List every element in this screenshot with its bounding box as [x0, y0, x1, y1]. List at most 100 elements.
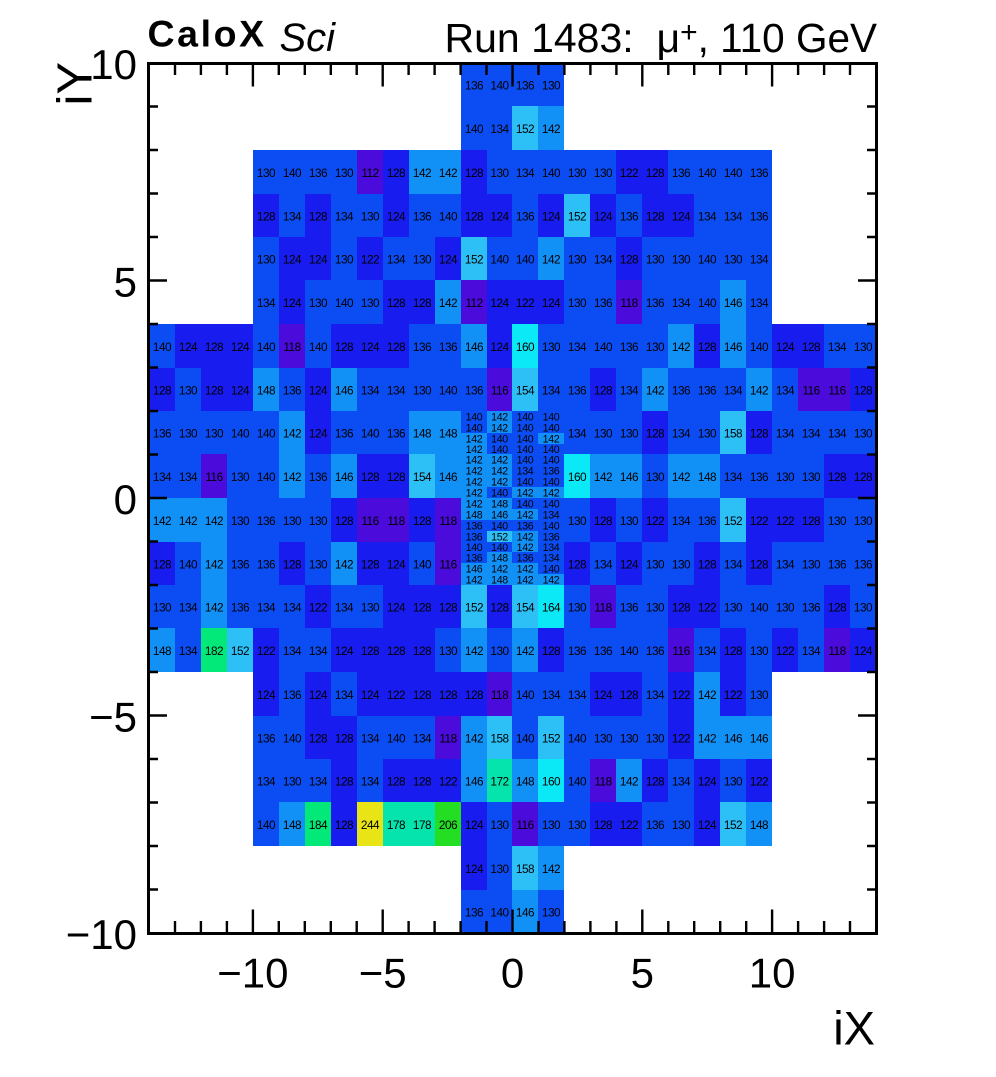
svg-text:130: 130	[594, 166, 613, 180]
svg-text:128: 128	[439, 688, 458, 702]
svg-text:142: 142	[465, 644, 483, 658]
svg-text:140: 140	[490, 252, 509, 266]
svg-text:142: 142	[466, 499, 483, 511]
svg-text:122: 122	[387, 688, 405, 702]
svg-text:134: 134	[516, 166, 535, 180]
svg-text:142: 142	[516, 644, 534, 658]
svg-text:134: 134	[594, 557, 613, 571]
svg-text:124: 124	[465, 862, 484, 876]
svg-text:134: 134	[568, 340, 587, 354]
svg-text:130: 130	[750, 688, 769, 702]
svg-text:130: 130	[854, 340, 873, 354]
svg-text:128: 128	[387, 166, 406, 180]
svg-text:142: 142	[466, 444, 483, 456]
svg-text:140: 140	[283, 166, 302, 180]
svg-text:148: 148	[413, 426, 432, 440]
svg-text:122: 122	[516, 296, 534, 310]
svg-text:140: 140	[750, 340, 769, 354]
svg-text:118: 118	[491, 688, 509, 702]
svg-text:142: 142	[335, 557, 353, 571]
svg-text:130: 130	[490, 862, 509, 876]
svg-text:134: 134	[257, 296, 276, 310]
svg-text:124: 124	[387, 600, 406, 614]
svg-text:134: 134	[568, 426, 587, 440]
svg-text:148: 148	[491, 553, 508, 565]
svg-text:140: 140	[517, 477, 534, 489]
svg-text:136: 136	[517, 553, 534, 565]
svg-text:10: 10	[90, 41, 137, 88]
svg-text:136: 136	[516, 78, 535, 92]
svg-text:142: 142	[543, 488, 560, 500]
svg-text:136: 136	[309, 470, 328, 484]
svg-text:140: 140	[543, 499, 560, 511]
svg-text:142: 142	[542, 122, 560, 136]
svg-text:128: 128	[413, 514, 432, 528]
svg-text:142: 142	[672, 340, 690, 354]
svg-text:134: 134	[646, 688, 665, 702]
svg-text:128: 128	[646, 209, 665, 223]
svg-text:134: 134	[387, 383, 406, 397]
svg-text:134: 134	[724, 383, 743, 397]
svg-text:140: 140	[153, 340, 172, 354]
svg-text:130: 130	[854, 600, 873, 614]
svg-text:128: 128	[387, 296, 406, 310]
svg-text:130: 130	[594, 731, 613, 745]
svg-text:136: 136	[309, 166, 328, 180]
svg-text:164: 164	[542, 600, 561, 614]
svg-text:124: 124	[231, 383, 250, 397]
svg-text:122: 122	[776, 514, 794, 528]
svg-text:122: 122	[776, 644, 794, 658]
svg-text:140: 140	[517, 423, 534, 435]
svg-text:128: 128	[724, 644, 743, 658]
svg-text:116: 116	[802, 383, 820, 397]
svg-text:130: 130	[205, 426, 224, 440]
svg-text:142: 142	[517, 532, 534, 544]
svg-text:142: 142	[413, 166, 431, 180]
svg-text:140: 140	[517, 499, 534, 511]
svg-text:130: 130	[257, 166, 276, 180]
svg-text:128: 128	[854, 383, 873, 397]
svg-text:140: 140	[698, 252, 717, 266]
svg-text:130: 130	[335, 166, 354, 180]
svg-text:130: 130	[802, 557, 821, 571]
svg-text:140: 140	[543, 477, 560, 489]
svg-text:iX: iX	[833, 1002, 875, 1055]
svg-text:122: 122	[672, 731, 690, 745]
svg-text:130: 130	[620, 731, 639, 745]
svg-text:152: 152	[724, 818, 742, 832]
svg-text:134: 134	[724, 557, 743, 571]
svg-text:148: 148	[491, 499, 508, 511]
svg-text:140: 140	[517, 412, 534, 424]
svg-text:142: 142	[698, 688, 716, 702]
svg-text:154: 154	[516, 383, 535, 397]
svg-text:128: 128	[387, 774, 406, 788]
svg-text:124: 124	[361, 340, 380, 354]
svg-text:142: 142	[543, 434, 560, 446]
svg-text:124: 124	[542, 296, 561, 310]
svg-text:130: 130	[361, 600, 380, 614]
svg-text:134: 134	[309, 644, 328, 658]
svg-text:172: 172	[490, 774, 508, 788]
svg-text:130: 130	[231, 470, 250, 484]
svg-text:130: 130	[568, 166, 587, 180]
svg-text:128: 128	[620, 688, 639, 702]
svg-text:128: 128	[361, 557, 380, 571]
svg-text:134: 134	[335, 600, 354, 614]
svg-text:130: 130	[568, 252, 587, 266]
svg-text:134: 134	[153, 470, 172, 484]
svg-text:124: 124	[698, 774, 717, 788]
svg-text:122: 122	[724, 688, 742, 702]
svg-text:154: 154	[516, 600, 535, 614]
svg-text:124: 124	[309, 426, 328, 440]
svg-text:140: 140	[542, 166, 561, 180]
svg-text:140: 140	[490, 78, 509, 92]
svg-text:134: 134	[698, 209, 717, 223]
svg-text:136: 136	[517, 521, 534, 533]
svg-text:134: 134	[257, 774, 276, 788]
svg-text:128: 128	[490, 600, 509, 614]
svg-text:140: 140	[491, 488, 508, 500]
svg-text:140: 140	[543, 444, 560, 456]
svg-text:124: 124	[283, 252, 302, 266]
svg-text:116: 116	[205, 470, 223, 484]
svg-text:136: 136	[646, 644, 665, 658]
